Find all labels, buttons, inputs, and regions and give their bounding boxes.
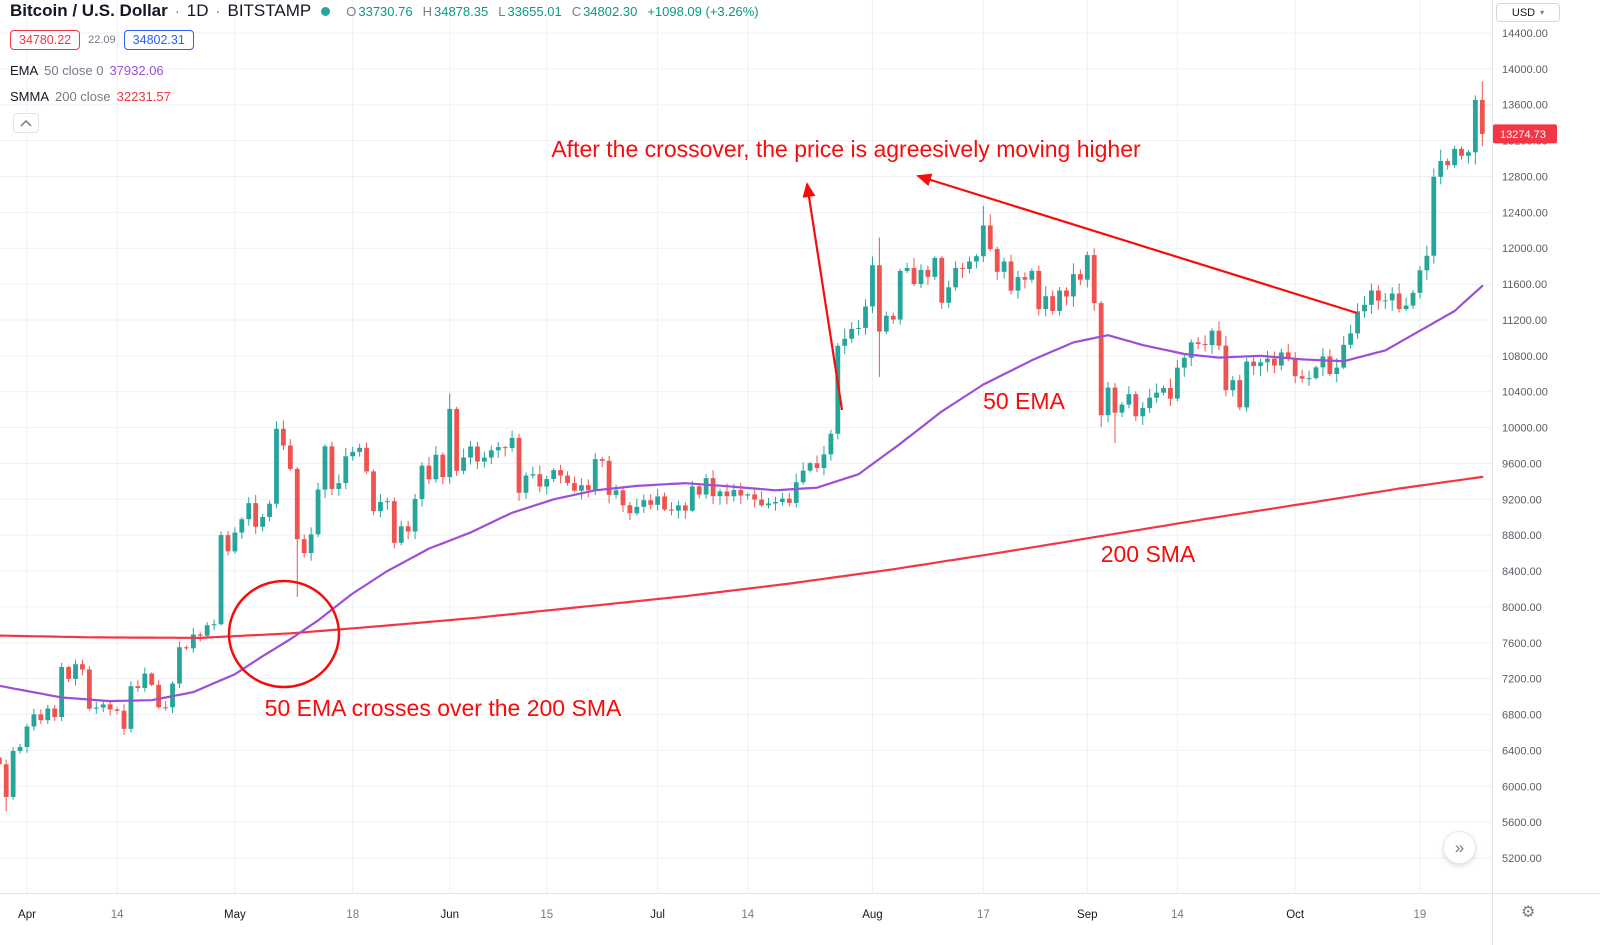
annotation-cross-circle[interactable] — [227, 579, 341, 689]
svg-text:7200.00: 7200.00 — [1502, 674, 1542, 686]
svg-text:Aug: Aug — [862, 909, 882, 921]
svg-text:May: May — [224, 909, 246, 921]
svg-text:Jun: Jun — [440, 909, 459, 921]
ohlc-low-label: L — [498, 3, 506, 19]
annotation-note-text[interactable]: After the crossover, the price is agrees… — [551, 136, 1141, 162]
svg-text:14: 14 — [1171, 909, 1184, 921]
svg-text:8800.00: 8800.00 — [1502, 530, 1542, 542]
collapse-legend-button[interactable] — [13, 113, 39, 133]
indicator-ema-name: EMA — [10, 63, 39, 78]
svg-text:Jul: Jul — [650, 909, 665, 921]
svg-text:8400.00: 8400.00 — [1502, 566, 1542, 578]
annotation-cross-label[interactable]: 50 EMA crosses over the 200 SMA — [265, 695, 622, 721]
svg-text:15: 15 — [540, 909, 553, 921]
currency-label: USD — [1511, 6, 1536, 19]
svg-text:14000.00: 14000.00 — [1502, 64, 1548, 76]
svg-text:10400.00: 10400.00 — [1502, 387, 1548, 399]
svg-text:Apr: Apr — [18, 909, 36, 921]
currency-selector-button[interactable]: USD ▾ — [1496, 3, 1560, 22]
ohlc-open-label: O — [346, 3, 357, 19]
indicator-smma-params: 200 close — [55, 89, 111, 104]
separator-dot: · — [174, 2, 180, 20]
ohlc-close-label: C — [571, 3, 582, 19]
candlestick-series — [0, 81, 1485, 812]
svg-text:17: 17 — [977, 909, 990, 921]
drawing-annotations[interactable]: After the crossover, the price is agrees… — [227, 136, 1358, 721]
spread-value: 22.09 — [88, 34, 116, 46]
svg-text:9200.00: 9200.00 — [1502, 494, 1542, 506]
svg-text:Sep: Sep — [1077, 909, 1097, 921]
svg-text:7600.00: 7600.00 — [1502, 638, 1542, 650]
chevron-up-icon — [20, 119, 32, 127]
sell-price-button[interactable]: 34780.22 — [10, 30, 81, 50]
timeframe-label[interactable]: 1D — [186, 1, 209, 20]
last-price-tag: 13274.73 — [1493, 124, 1557, 144]
svg-text:10800.00: 10800.00 — [1502, 351, 1548, 363]
ohlc-high-label: H — [422, 3, 432, 19]
ohlc-open-value: 33730.76 — [358, 3, 413, 19]
grid-layer — [0, 0, 1492, 893]
indicator-ema-value: 37932.06 — [109, 63, 164, 78]
go-to-realtime-button[interactable]: » — [1443, 831, 1476, 864]
ohlc-close-value: 34802.30 — [583, 3, 638, 19]
svg-text:12800.00: 12800.00 — [1502, 171, 1548, 183]
ohlc-low-value: 33655.01 — [507, 3, 562, 19]
annotation-ema-label[interactable]: 50 EMA — [983, 388, 1065, 414]
svg-text:12400.00: 12400.00 — [1502, 207, 1548, 219]
svg-text:13274.73: 13274.73 — [1500, 129, 1546, 141]
indicator-ema-params: 50 close 0 — [44, 63, 104, 78]
svg-text:13600.00: 13600.00 — [1502, 100, 1548, 112]
annotation-sma-label[interactable]: 200 SMA — [1101, 541, 1196, 567]
svg-text:6800.00: 6800.00 — [1502, 710, 1542, 722]
price-change: +1098.09 (+3.26%) — [647, 3, 759, 19]
svg-text:10000.00: 10000.00 — [1502, 423, 1548, 435]
svg-text:9600.00: 9600.00 — [1502, 458, 1542, 470]
svg-text:11200.00: 11200.00 — [1502, 315, 1547, 327]
indicator-smma-value: 32231.57 — [116, 89, 171, 104]
annotation-arrow[interactable] — [916, 173, 1358, 315]
svg-text:14: 14 — [741, 909, 754, 921]
time-axis[interactable]: Apr 14 May 18 Jun 15 Jul 14 Aug 17 Sep 14 Oct 19 — [18, 909, 1426, 921]
200-sma-line — [0, 475, 1484, 639]
chevron-down-icon: ▾ — [1540, 8, 1545, 17]
symbol-name[interactable]: Bitcoin / U.S. Dollar — [10, 1, 168, 20]
double-chevron-right-icon: » — [1454, 837, 1465, 857]
bid-ask-row: 34780.22 22.09 34802.31 — [10, 30, 194, 50]
svg-text:5600.00: 5600.00 — [1502, 817, 1542, 829]
svg-text:18: 18 — [346, 909, 359, 921]
gear-icon[interactable]: ⚙ — [1521, 904, 1536, 921]
ohlc-values: O 33730.76 H 34878.35 L 33655.01 C 34802.30 … — [346, 4, 758, 19]
svg-text:6400.00: 6400.00 — [1502, 745, 1542, 757]
indicator-row-smma[interactable]: SMMA 200 close 32231.57 — [10, 89, 171, 104]
separator-dot: · — [215, 2, 221, 20]
svg-text:14400.00: 14400.00 — [1502, 28, 1548, 40]
svg-text:11600.00: 11600.00 — [1502, 279, 1547, 291]
svg-text:8000.00: 8000.00 — [1502, 602, 1542, 614]
svg-text:12000.00: 12000.00 — [1502, 243, 1548, 255]
svg-text:6000.00: 6000.00 — [1502, 781, 1542, 793]
ohlc-high-value: 34878.35 — [433, 3, 489, 19]
svg-text:14: 14 — [111, 909, 124, 921]
price-axis[interactable]: 14400.0014000.0013600.0013200.0012800.00… — [1502, 28, 1548, 865]
buy-price-button[interactable]: 34802.31 — [123, 30, 194, 50]
market-status-icon — [321, 6, 331, 16]
exchange-name: BITSTAMP — [227, 1, 312, 20]
indicator-row-ema[interactable]: EMA 50 close 0 37932.06 — [10, 63, 164, 78]
annotation-arrow[interactable] — [802, 182, 844, 411]
svg-text:5200.00: 5200.00 — [1502, 853, 1542, 865]
indicator-smma-name: SMMA — [10, 89, 49, 104]
svg-text:19: 19 — [1414, 909, 1427, 921]
svg-text:Oct: Oct — [1286, 909, 1305, 921]
50-ema-line — [0, 284, 1484, 703]
